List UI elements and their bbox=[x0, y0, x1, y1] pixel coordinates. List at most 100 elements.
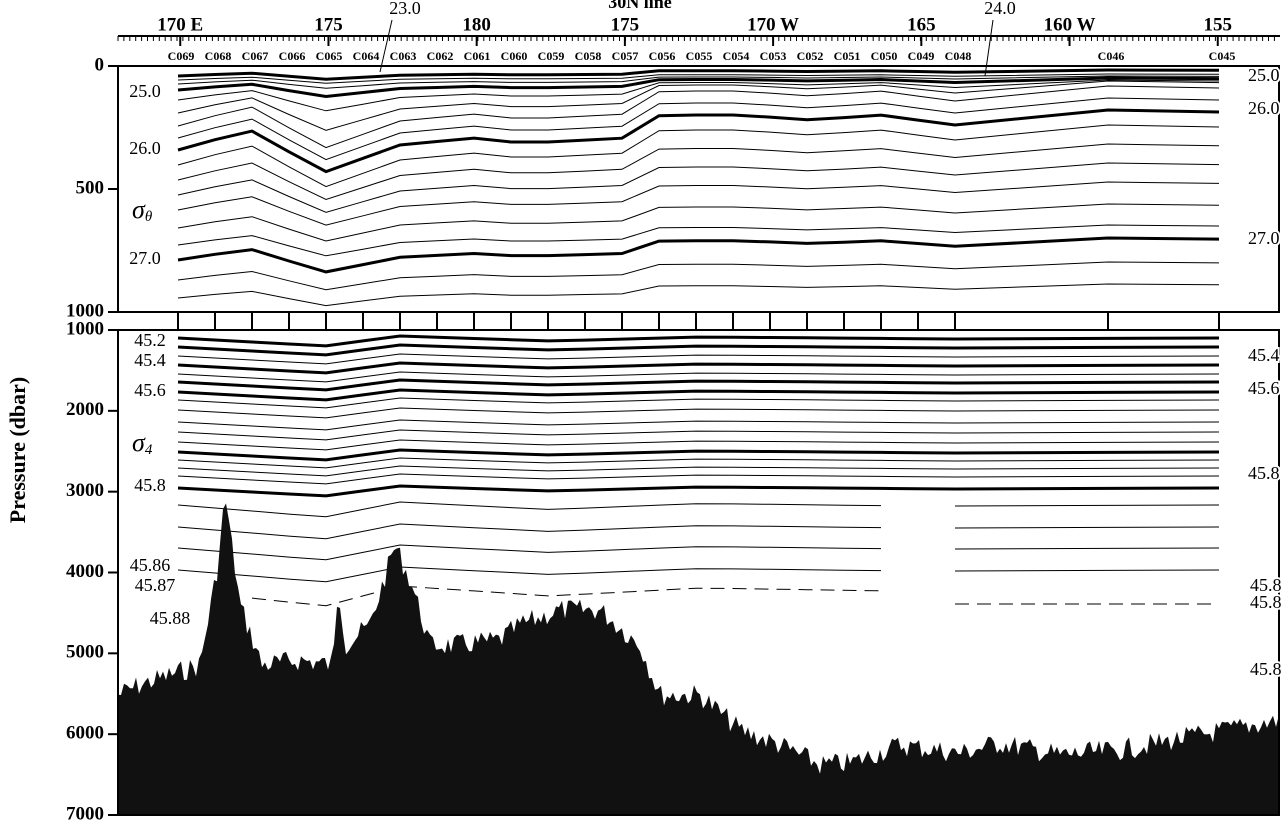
contour-line bbox=[177, 108, 1220, 174]
y-tick-label: 6000 bbox=[66, 723, 104, 744]
contour-line bbox=[177, 124, 1220, 188]
contour-label: 26.0 bbox=[129, 138, 161, 158]
station-label: C063 bbox=[390, 49, 417, 63]
station-label: C053 bbox=[760, 49, 787, 63]
contour-line bbox=[177, 73, 1220, 84]
x-tick-label: 165 bbox=[907, 14, 936, 35]
contour-line bbox=[177, 523, 882, 540]
contour-line bbox=[177, 419, 1220, 431]
contour-line bbox=[177, 465, 1220, 477]
contour-label: 45.6 bbox=[134, 380, 166, 400]
contour-line bbox=[177, 97, 1220, 161]
contour-label: 24.0 bbox=[984, 0, 1016, 18]
contour-line bbox=[177, 566, 882, 583]
contour-line bbox=[177, 429, 1220, 441]
contour-line bbox=[177, 334, 1220, 348]
variable-symbol: σθ bbox=[132, 195, 153, 225]
contour-line bbox=[177, 203, 1220, 242]
station-label: C066 bbox=[279, 49, 306, 63]
contour-line bbox=[177, 448, 1220, 462]
x-tick-label: 180 bbox=[462, 14, 491, 35]
contour-line bbox=[177, 68, 1220, 81]
contour-label: 45.8 bbox=[134, 475, 166, 495]
contour-label: 25.0 bbox=[129, 81, 161, 101]
subscript: θ bbox=[145, 209, 153, 225]
contour-line bbox=[954, 547, 1220, 550]
contour-line bbox=[177, 353, 1220, 365]
leader bbox=[984, 19, 994, 77]
station-label: C055 bbox=[686, 49, 713, 63]
station-label: C062 bbox=[427, 49, 454, 63]
contour-line bbox=[177, 181, 1220, 226]
contour-line bbox=[177, 236, 1220, 274]
contour-line bbox=[177, 371, 1220, 383]
y-tick-label: 1000 bbox=[66, 318, 104, 339]
contour-line bbox=[251, 585, 882, 607]
station-label: C057 bbox=[612, 49, 639, 63]
contour-line bbox=[177, 76, 1220, 99]
y-tick-label: 4000 bbox=[66, 561, 104, 582]
y-tick-label: 0 bbox=[95, 54, 105, 75]
y-axis-label: Pressure (dbar) bbox=[5, 377, 30, 523]
y-tick-label: 500 bbox=[76, 177, 105, 198]
contour-label: 45.88 bbox=[150, 608, 191, 628]
contour-label: 45.87 bbox=[135, 575, 176, 595]
y-tick-label: 1000 bbox=[66, 300, 104, 321]
chart-title: 30N line bbox=[608, 0, 672, 12]
contour-line bbox=[177, 224, 1220, 257]
contour-line bbox=[177, 80, 1220, 131]
station-label: C065 bbox=[316, 49, 343, 63]
station-label: C054 bbox=[723, 49, 750, 63]
y-tick-label: 5000 bbox=[66, 642, 104, 663]
station-label: C059 bbox=[538, 49, 565, 63]
x-tick-label: 170 W bbox=[747, 14, 799, 35]
contour-line bbox=[177, 484, 1220, 498]
contour-label: 45.86 bbox=[1250, 575, 1282, 595]
contour-line bbox=[177, 162, 1220, 213]
contour-line bbox=[954, 526, 1220, 529]
x-tick-label: 170 E bbox=[157, 14, 203, 35]
station-label: C061 bbox=[464, 49, 491, 63]
x-tick-label: 155 bbox=[1204, 14, 1233, 35]
contour-label: 45.4 bbox=[1248, 345, 1280, 365]
contour-label: 45.86 bbox=[130, 555, 171, 575]
contour-line bbox=[177, 75, 1220, 89]
contour-label: 45.8 bbox=[1248, 463, 1280, 483]
contour-line bbox=[177, 343, 1220, 357]
station-label: C058 bbox=[575, 49, 602, 63]
contour-label: 25.0 bbox=[1248, 65, 1280, 85]
symbol: σ bbox=[132, 195, 146, 224]
y-tick-label: 2000 bbox=[66, 399, 104, 420]
contour-line bbox=[177, 378, 1220, 392]
contour-label: 45.2 bbox=[134, 330, 166, 350]
x-tick-label: 175 bbox=[314, 14, 343, 35]
station-label: C045 bbox=[1209, 49, 1236, 63]
contour-line bbox=[177, 85, 1220, 149]
contour-line bbox=[177, 473, 1220, 485]
station-label: C056 bbox=[649, 49, 676, 63]
contour-line bbox=[177, 388, 1220, 402]
station-label: C048 bbox=[945, 49, 972, 63]
contour-line bbox=[177, 79, 1220, 112]
contour-label: 26.0 bbox=[1248, 98, 1280, 118]
contour-label: 45.6 bbox=[1248, 378, 1280, 398]
contour-label: 27.0 bbox=[1248, 228, 1280, 248]
station-label: C064 bbox=[353, 49, 380, 63]
contour-line bbox=[177, 544, 882, 561]
station-label: C050 bbox=[871, 49, 898, 63]
contour-line bbox=[177, 261, 1220, 291]
x-tick-label: 175 bbox=[611, 14, 640, 35]
contour-line bbox=[954, 569, 1220, 572]
station-label: C068 bbox=[205, 49, 232, 63]
station-label: C069 bbox=[168, 49, 195, 63]
station-label: C052 bbox=[797, 49, 824, 63]
leader bbox=[379, 19, 393, 73]
contour-line bbox=[177, 501, 882, 518]
contour-line bbox=[954, 504, 1220, 507]
variable-symbol: σ4 bbox=[132, 428, 153, 458]
contour-line bbox=[177, 283, 1220, 307]
contour-line bbox=[177, 407, 1220, 419]
contour-line bbox=[177, 397, 1220, 409]
contour-label: 45.88 bbox=[1250, 659, 1282, 679]
